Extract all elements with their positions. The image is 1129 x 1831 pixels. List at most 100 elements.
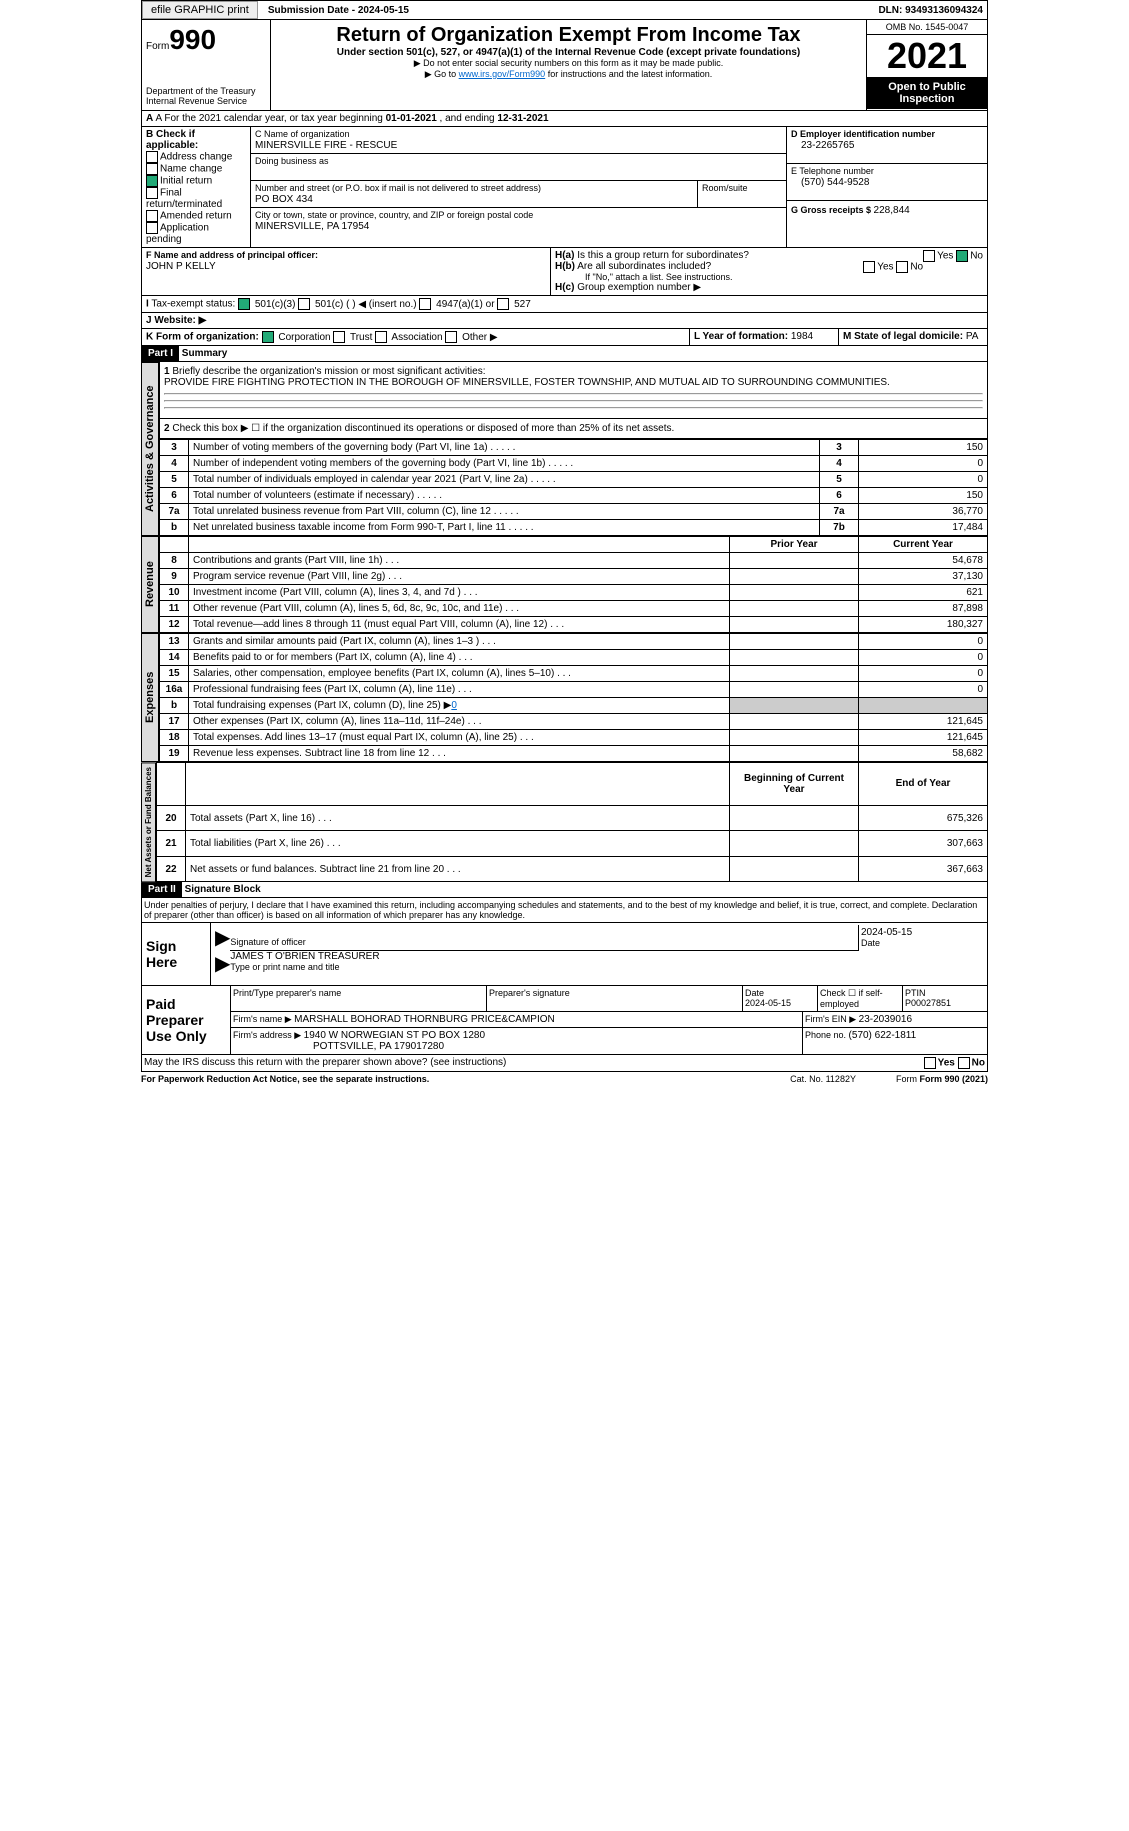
open-inspection: Open to Public Inspection xyxy=(867,77,987,109)
goto-line: ▶ Go to www.irs.gov/Form990 for instruct… xyxy=(275,69,862,80)
k-cb-0[interactable] xyxy=(262,331,274,343)
hb-text: Are all subordinates included? xyxy=(577,261,711,272)
date-lbl: Date xyxy=(861,938,880,948)
top-bar: efile GRAPHIC print Submission Date - 20… xyxy=(141,0,988,20)
street-addr: PO BOX 434 xyxy=(255,194,313,205)
b-cb-4[interactable] xyxy=(146,210,158,222)
may-no: No xyxy=(972,1058,985,1069)
declaration: Under penalties of perjury, I declare th… xyxy=(141,898,988,923)
room-lbl: Room/suite xyxy=(697,181,786,207)
city: MINERSVILLE, PA 17954 xyxy=(255,221,369,232)
part2-title: Signature Block xyxy=(185,884,261,895)
form-number: 990 xyxy=(169,24,216,55)
ein: 23-2265765 xyxy=(791,140,854,151)
k-cb-1[interactable] xyxy=(333,331,345,343)
beg-year-hdr: Beginning of Current Year xyxy=(730,763,859,806)
website-lbl: Website: ▶ xyxy=(154,315,206,326)
part1-label: Part I xyxy=(142,346,179,361)
firm-city: POTTSVILLE, PA 179017280 xyxy=(233,1041,444,1052)
hc-text: Group exemption number ▶ xyxy=(577,282,701,293)
section-b-to-g: B Check if applicable: Address changeNam… xyxy=(141,127,988,248)
line-j: J Website: ▶ xyxy=(141,313,988,329)
m-lbl: M State of legal domicile: xyxy=(843,331,966,342)
tab-revenue: Revenue xyxy=(141,536,159,633)
phone-lbl: Phone no. xyxy=(805,1030,849,1040)
end-year-hdr: End of Year xyxy=(859,763,988,806)
sign-date: 2024-05-15 xyxy=(861,927,912,938)
k-cb-3[interactable] xyxy=(445,331,457,343)
b-label: B Check if applicable: xyxy=(146,129,198,151)
net-table: Beginning of Current YearEnd of Year 20T… xyxy=(156,762,988,882)
l-lbl: L Year of formation: xyxy=(694,331,791,342)
tab-expenses: Expenses xyxy=(141,633,159,762)
city-lbl: City or town, state or province, country… xyxy=(255,210,533,220)
may-no-cb[interactable] xyxy=(958,1057,970,1069)
part1-header: Part I Summary xyxy=(141,346,988,362)
e-lbl: E Telephone number xyxy=(791,166,874,176)
state-domicile: PA xyxy=(966,331,979,342)
sign-here: Sign Here ▶ Signature of officer 2024-05… xyxy=(141,923,988,986)
ptin-val: P00027851 xyxy=(905,998,951,1008)
footer-left: For Paperwork Reduction Act Notice, see … xyxy=(141,1074,429,1084)
may-yes-cb[interactable] xyxy=(924,1057,936,1069)
ha-no[interactable] xyxy=(956,250,968,262)
irs-link[interactable]: www.irs.gov/Form990 xyxy=(459,69,546,79)
hb-yes[interactable] xyxy=(863,261,875,273)
dba-lbl: Doing business as xyxy=(255,156,329,166)
h-note: If "No," attach a list. See instructions… xyxy=(555,272,983,282)
form-label: Form xyxy=(146,41,169,52)
sign-here-lbl: Sign Here xyxy=(142,923,211,985)
firm-ein-lbl: Firm's EIN ▶ xyxy=(805,1014,859,1024)
g-lbl: G Gross receipts $ xyxy=(791,205,874,215)
may-irs: May the IRS discuss this return with the… xyxy=(141,1055,988,1072)
summary-table: 3Number of voting members of the governi… xyxy=(159,439,988,536)
tab-activities: Activities & Governance xyxy=(141,362,159,536)
i-cb-1[interactable] xyxy=(298,298,310,310)
officer-name: JOHN P KELLY xyxy=(146,261,216,272)
k-lbl: K Form of organization: xyxy=(146,332,259,343)
tab-net: Net Assets or Fund Balances xyxy=(141,762,156,882)
addr-lbl: Number and street (or P.O. box if mail i… xyxy=(255,183,541,193)
prep-date-lbl: Date xyxy=(745,988,764,998)
line-i: I Tax-exempt status: 501(c)(3) 501(c) ( … xyxy=(141,296,988,313)
may-text: May the IRS discuss this return with the… xyxy=(142,1055,922,1071)
b-cb-1[interactable] xyxy=(146,163,158,175)
ha-text: Is this a group return for subordinates? xyxy=(577,250,749,261)
q2-text: Check this box ▶ ☐ if the organization d… xyxy=(172,423,674,434)
part2-header: Part II Signature Block xyxy=(141,882,988,898)
mission: PROVIDE FIRE FIGHTING PROTECTION IN THE … xyxy=(164,377,890,388)
efile-btn[interactable]: efile GRAPHIC print xyxy=(142,1,258,19)
omb: OMB No. 1545-0047 xyxy=(867,20,987,35)
org-name: MINERSVILLE FIRE - RESCUE xyxy=(255,140,397,151)
q1-text: Briefly describe the organization's miss… xyxy=(172,366,485,377)
telephone: (570) 544-9528 xyxy=(791,177,869,188)
hb-no[interactable] xyxy=(896,261,908,273)
current-year-hdr: Current Year xyxy=(859,537,988,553)
form-title: Return of Organization Exempt From Incom… xyxy=(275,24,862,47)
dln: DLN: 93493136094324 xyxy=(878,5,987,16)
irs-label: Internal Revenue Service xyxy=(146,96,266,106)
phone-val: (570) 622-1811 xyxy=(849,1030,917,1041)
warning: ▶ Do not enter social security numbers o… xyxy=(275,58,862,69)
footer-form: Form 990 (2021) xyxy=(919,1074,988,1084)
line-a: A A For the 2021 calendar year, or tax y… xyxy=(141,111,988,127)
i-lbl: Tax-exempt status: xyxy=(151,299,235,310)
b-cb-2[interactable] xyxy=(146,175,158,187)
b-cb-3[interactable] xyxy=(146,187,158,199)
ptin-lbl: PTIN xyxy=(905,988,926,998)
i-cb-3[interactable] xyxy=(497,298,509,310)
k-cb-2[interactable] xyxy=(375,331,387,343)
footer-cat: Cat. No. 11282Y xyxy=(790,1074,856,1084)
i-cb-2[interactable] xyxy=(419,298,431,310)
dept-label: Department of the Treasury xyxy=(146,86,266,96)
ha-yes[interactable] xyxy=(923,250,935,262)
d-lbl: D Employer identification number xyxy=(791,129,935,139)
subtitle: Under section 501(c), 527, or 4947(a)(1)… xyxy=(275,47,862,58)
prep-name-lbl: Print/Type preparer's name xyxy=(231,986,487,1011)
b-cb-5[interactable] xyxy=(146,222,158,234)
year-formation: 1984 xyxy=(791,331,813,342)
i-cb-0[interactable] xyxy=(238,298,250,310)
firm-name-lbl: Firm's name ▶ xyxy=(233,1014,294,1024)
b-cb-0[interactable] xyxy=(146,151,158,163)
expenses-table: 13Grants and similar amounts paid (Part … xyxy=(159,633,988,762)
